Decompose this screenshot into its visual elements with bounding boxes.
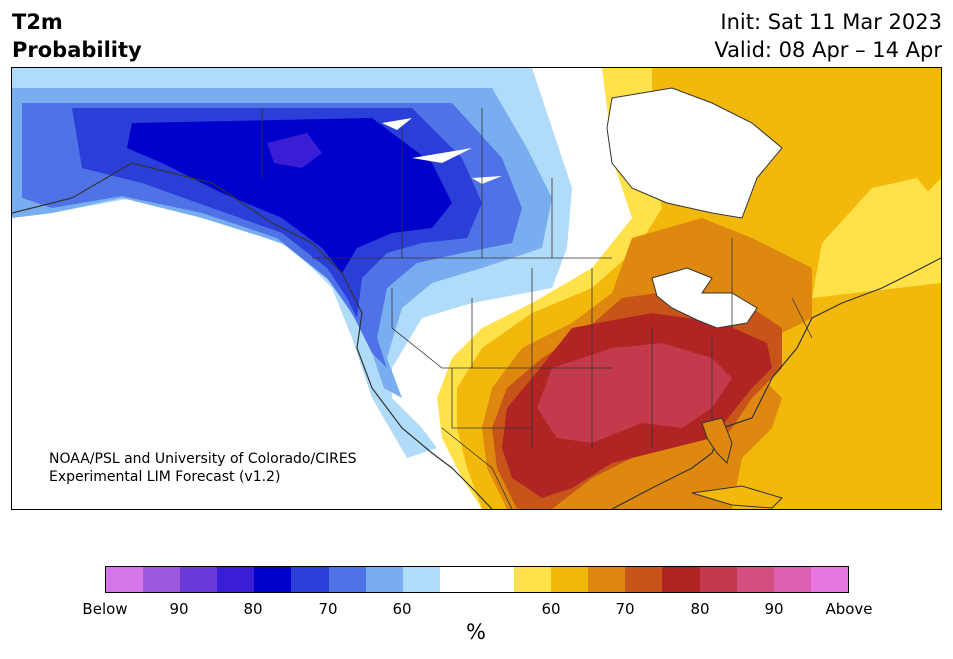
colorbar-tick-label: Below	[82, 600, 128, 618]
colorbar-segment	[365, 567, 403, 592]
colorbar-segment	[328, 567, 366, 592]
colorbar-segment	[736, 567, 774, 592]
title-variable: T2m	[12, 10, 63, 34]
colorbar-tick-label: 80	[243, 600, 263, 618]
colorbar-segment	[476, 567, 515, 592]
colorbar-segment	[551, 567, 589, 592]
init-date: Init: Sat 11 Mar 2023	[720, 10, 942, 34]
colorbar-tick-label: 90	[764, 600, 784, 618]
colorbar-segment	[699, 567, 737, 592]
forecast-map	[11, 67, 942, 510]
colorbar-segment	[217, 567, 255, 592]
colorbar-tick-label: 60	[392, 600, 412, 618]
map-credit: NOAA/PSL and University of Colorado/CIRE…	[49, 450, 357, 486]
florida	[701, 417, 733, 464]
cuba	[691, 485, 783, 509]
probability-colorbar	[105, 566, 849, 593]
colorbar-segment	[439, 567, 477, 592]
colorbar-segment	[106, 567, 144, 592]
colorbar-segment	[625, 567, 663, 592]
colorbar-tick-label: 70	[318, 600, 338, 618]
great-lakes	[651, 267, 758, 329]
valid-range: Valid: 08 Apr – 14 Apr	[714, 38, 942, 62]
colorbar-unit-label: %	[466, 620, 486, 644]
colorbar-segment	[514, 567, 552, 592]
colorbar-segment	[810, 567, 848, 592]
cold-85-region	[127, 118, 452, 273]
arctic-inlet	[382, 118, 502, 184]
coastline	[12, 162, 941, 509]
map-title: T2m Probability	[12, 8, 142, 64]
colorbar-tick-label: Above	[825, 600, 873, 618]
colorbar-segment	[773, 567, 811, 592]
political-boundaries	[261, 108, 813, 509]
map-canvas	[12, 68, 941, 509]
colorbar-segment	[588, 567, 626, 592]
colorbar-segment	[402, 567, 440, 592]
hudson-bay	[606, 87, 783, 219]
colorbar-segment	[662, 567, 700, 592]
forecast-dates: Init: Sat 11 Mar 2023 Valid: 08 Apr – 14…	[714, 8, 942, 64]
colorbar-tick-label: 80	[690, 600, 710, 618]
colorbar-segment	[180, 567, 218, 592]
credit-line-1: NOAA/PSL and University of Colorado/CIRE…	[49, 451, 357, 467]
colorbar-tick-label: 90	[169, 600, 189, 618]
colorbar-segment	[143, 567, 181, 592]
colorbar-segment	[291, 567, 329, 592]
colorbar-tick-label: 70	[615, 600, 635, 618]
credit-line-2: Experimental LIM Forecast (v1.2)	[49, 469, 281, 485]
warm-yellow-labrador	[822, 178, 941, 258]
title-metric: Probability	[12, 38, 142, 62]
cold-90-region	[267, 133, 322, 168]
colorbar-tick-label: 60	[541, 600, 561, 618]
colorbar-segment	[254, 567, 292, 592]
